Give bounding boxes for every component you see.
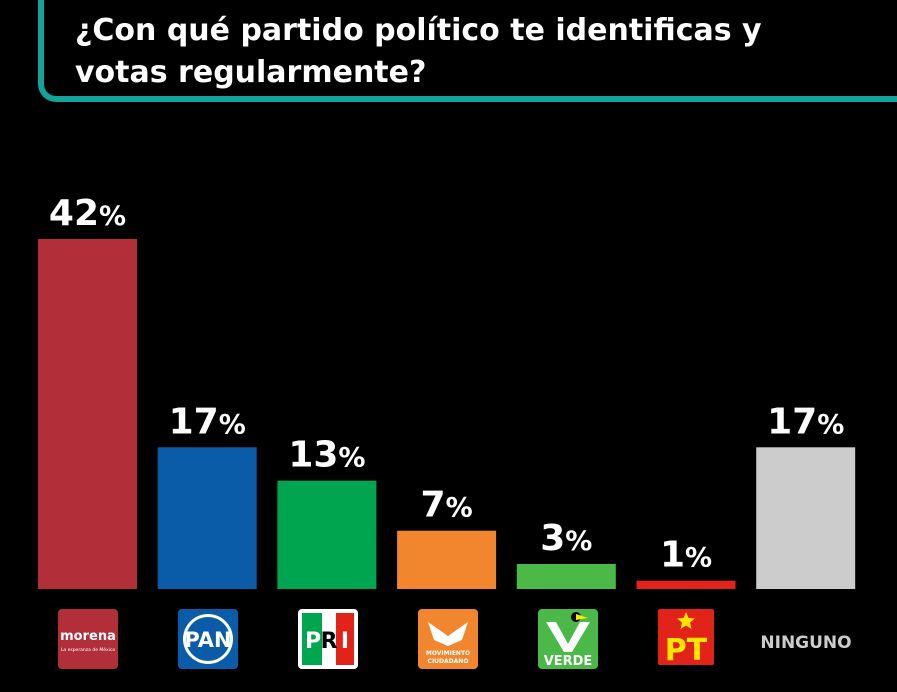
title-frame: [38, 0, 897, 102]
mc-logo-line2: CIUDADANO: [428, 658, 469, 665]
pri-logo-letter-p: P: [305, 629, 321, 654]
bars-group: [38, 239, 856, 589]
value-label-6: 17%: [767, 401, 844, 442]
pt-logo: PT: [658, 609, 714, 668]
pan-logo-name: PAN: [184, 628, 231, 652]
pt-star-icon: [677, 612, 695, 629]
toucan-beak-icon: [576, 614, 588, 620]
pri-logo-letter-i: I: [341, 629, 349, 654]
value-label-5: 1%: [660, 535, 712, 576]
value-label-3: 7%: [421, 485, 473, 526]
chart-title: ¿Con qué partido político te identificas…: [75, 13, 762, 90]
pri-logo-green: [302, 613, 322, 665]
value-labels-group: 42% 17% 13% 7% 3% 1% 17%: [49, 193, 844, 576]
morena-logo-tagline: La esperanza de México: [61, 646, 115, 653]
morena-logo-bg: [58, 609, 118, 669]
pan-logo-inner: [186, 617, 230, 661]
verde-v-icon: [546, 622, 590, 652]
bar-0: [38, 239, 137, 589]
verde-logo-name: VERDE: [544, 654, 593, 669]
pri-logo: P R I: [298, 609, 358, 669]
bar-4: [516, 564, 616, 589]
mc-logo-line1: MOVIMIENTO: [426, 650, 470, 657]
bar-1: [157, 447, 257, 589]
bar-5: [636, 580, 736, 589]
bar-6: [756, 447, 856, 589]
verde-logo: VERDE: [538, 609, 598, 669]
pt-logo-bg: [658, 609, 714, 665]
pri-logo-letter-r: R: [321, 629, 338, 654]
pan-logo: PAN: [178, 609, 238, 669]
pri-logo-red: [336, 613, 354, 665]
pt-logo-name: PT: [665, 633, 708, 668]
mc-eagle-icon: [428, 622, 468, 646]
value-label-0: 42%: [49, 193, 126, 234]
value-label-1: 17%: [169, 401, 246, 442]
bar-3: [397, 530, 497, 589]
morena-logo-name: morena: [60, 629, 116, 644]
mc-logo: MOVIMIENTO CIUDADANO: [418, 609, 478, 669]
value-label-2: 13%: [288, 435, 365, 476]
morena-logo: morena La esperanza de México: [58, 609, 118, 669]
ninguno-label: NINGUNO: [760, 633, 851, 653]
value-label-4: 3%: [540, 518, 592, 559]
bar-2: [277, 480, 377, 589]
